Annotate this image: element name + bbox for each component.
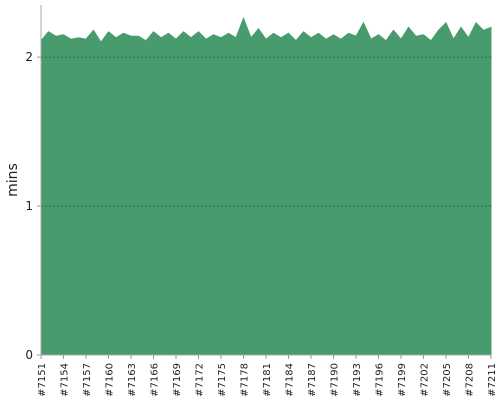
- x-tick-label: #7202: [420, 363, 431, 397]
- x-tick-label: #7199: [397, 363, 408, 397]
- x-tick-label: #7151: [37, 363, 48, 397]
- x-tick-label: #7169: [172, 363, 183, 397]
- x-tick-label: #7196: [375, 363, 386, 397]
- y-tick-label: 0: [25, 348, 33, 362]
- x-tick-label: #7184: [285, 363, 296, 397]
- y-tick-label: 1: [25, 199, 33, 213]
- x-tick-label: #7193: [352, 363, 363, 397]
- y-tick-label: 2: [25, 50, 33, 64]
- x-tick-label: #7154: [60, 363, 71, 397]
- x-tick-label: #7175: [217, 363, 228, 397]
- y-axis-label: mins: [5, 163, 21, 197]
- x-tick-label: #7187: [307, 363, 318, 397]
- x-tick-label: #7205: [442, 363, 453, 397]
- x-tick-label: #7178: [240, 363, 251, 397]
- x-tick-label: #7190: [330, 363, 341, 397]
- x-tick-label: #7181: [262, 363, 273, 397]
- x-tick-label: #7172: [195, 363, 206, 397]
- x-tick-label: #7211: [487, 363, 498, 397]
- x-tick-label: #7160: [105, 363, 116, 397]
- x-tick-label: #7166: [150, 363, 161, 397]
- x-tick-label: #7163: [127, 363, 138, 397]
- x-tick-label: #7208: [465, 363, 476, 397]
- x-tick-label: #7157: [82, 363, 93, 397]
- area: [40, 17, 492, 356]
